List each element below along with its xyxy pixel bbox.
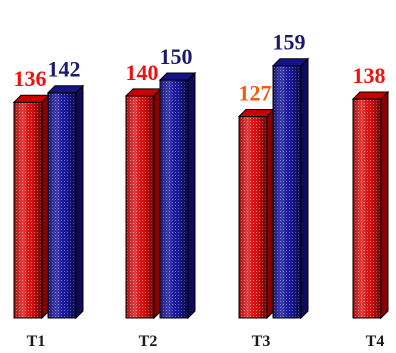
bar-t3-s1 [237, 108, 276, 320]
value-label-t2-s2: 150 [160, 44, 193, 69]
value-label-t1-s2: 142 [48, 57, 81, 82]
value-label-t3-s2: 159 [273, 30, 306, 55]
bar-t1-s1 [12, 94, 51, 320]
value-label-t4-s1: 138 [353, 63, 386, 88]
bar-t2-s2 [158, 71, 197, 320]
value-label-t1-s1: 136 [14, 66, 47, 91]
category-label-t4: T4 [366, 333, 385, 350]
category-label-t3: T3 [252, 333, 271, 350]
value-label-t3-s1: 127 [239, 80, 272, 105]
bar-t1-s2 [46, 84, 85, 320]
category-label-t2: T2 [139, 333, 158, 350]
value-label-t2-s1: 140 [126, 60, 159, 85]
bar-t4-s1 [351, 90, 390, 320]
bar-t3-s2 [271, 57, 310, 320]
bar-t2-s1 [124, 87, 163, 320]
category-label-t1: T1 [27, 333, 46, 350]
bars-layer [12, 57, 390, 320]
category-labels-layer: T1 T2 T3 T4 [27, 333, 385, 350]
